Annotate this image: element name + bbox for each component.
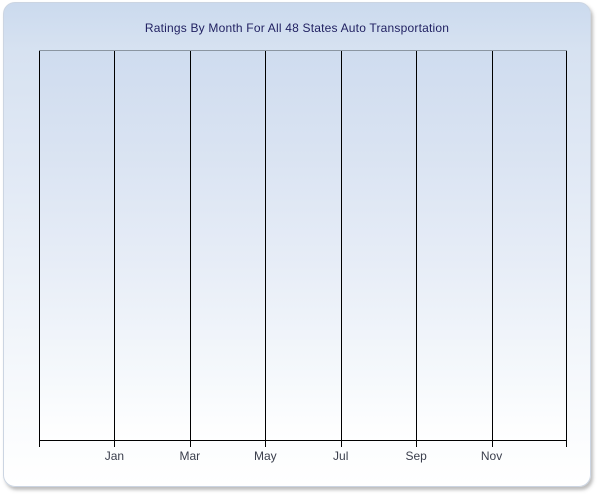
x-axis-tick: [566, 441, 567, 447]
x-axis-tick: [416, 441, 418, 447]
x-axis-tick: [340, 441, 342, 447]
plot-right-border: [566, 51, 567, 440]
vertical-gridline: [340, 51, 342, 440]
vertical-gridline: [416, 51, 418, 440]
vertical-gridline: [189, 51, 191, 440]
x-axis-label: Mar: [179, 449, 201, 463]
x-axis-tick: [189, 441, 191, 447]
x-axis-tick: [491, 441, 493, 447]
x-axis-line: [39, 440, 567, 441]
x-axis-tick: [114, 441, 116, 447]
x-axis-label: Jul: [333, 449, 349, 463]
chart-panel: Ratings By Month For All 48 States Auto …: [3, 2, 591, 487]
x-axis-tick: [265, 441, 267, 447]
x-axis-label: Jan: [104, 449, 125, 463]
x-axis-label: May: [253, 449, 277, 463]
y-axis-line: [39, 51, 40, 440]
x-axis-label: Sep: [405, 449, 427, 463]
vertical-gridline: [265, 51, 267, 440]
vertical-gridline: [491, 51, 493, 440]
x-axis-label: Nov: [480, 449, 503, 463]
x-axis-ticks: [39, 441, 567, 447]
x-axis-labels: Jan Mar May Jul Sep Nov: [39, 449, 567, 465]
x-axis-tick: [39, 441, 40, 447]
chart-title: Ratings By Month For All 48 States Auto …: [144, 21, 450, 35]
vertical-gridline: [114, 51, 116, 440]
plot-area: [39, 50, 567, 440]
